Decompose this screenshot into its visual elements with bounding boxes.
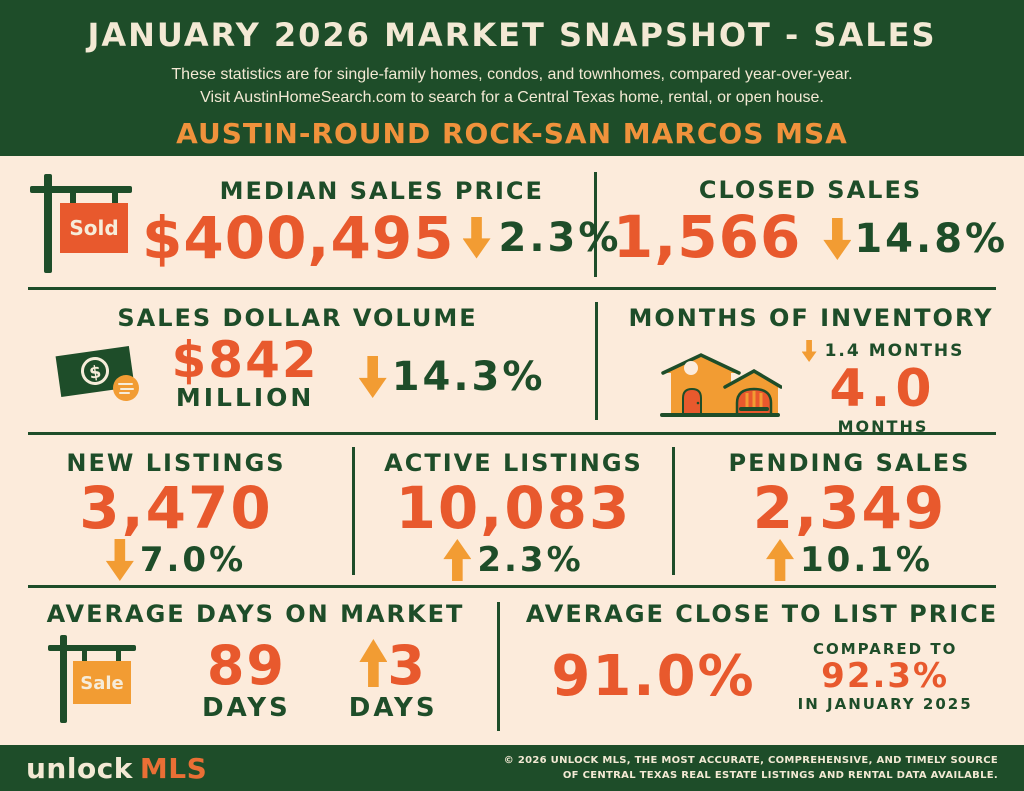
stat-new-listings: NEW LISTINGS 3,470 7.0% xyxy=(0,435,352,585)
comparison-period: IN JANUARY 2025 xyxy=(797,695,973,714)
row-listings: NEW LISTINGS 3,470 7.0% ACTIVE LISTINGS … xyxy=(0,435,1024,585)
comparison-value: 92.3% xyxy=(821,656,950,696)
region-title: AUSTIN-ROUND ROCK-SAN MARCOS MSA xyxy=(176,117,848,151)
subtitle-line-2: Visit AustinHomeSearch.com to search for… xyxy=(200,89,824,107)
row-volume-inventory: SALES DOLLAR VOLUME $ $842 M xyxy=(0,290,1024,436)
average-days-on-market-label: AVERAGE DAYS ON MARKET xyxy=(46,600,465,628)
down-arrow-icon xyxy=(105,539,134,581)
median-sales-price-value: $400,495 xyxy=(142,203,455,272)
down-arrow-icon xyxy=(823,218,852,260)
subtitle: These statistics are for single-family h… xyxy=(0,63,1024,109)
stat-active-listings: ACTIVE LISTINGS 10,083 2.3% xyxy=(355,435,672,585)
months-of-inventory-change: 1.4 xyxy=(824,341,861,361)
stat-pending-sales: PENDING SALES 2,349 10.1% xyxy=(675,435,1024,585)
sales-dollar-volume-value: $842 xyxy=(171,331,319,389)
months-of-inventory-unit: MONTHS xyxy=(837,416,929,436)
page-title: JANUARY 2026 MARKET SNAPSHOT - SALES xyxy=(87,16,937,54)
up-arrow-icon xyxy=(359,639,388,687)
down-arrow-icon xyxy=(801,340,817,362)
pending-sales-label: PENDING SALES xyxy=(728,449,971,477)
closed-sales-value: 1,566 xyxy=(612,203,802,271)
divider xyxy=(594,172,597,277)
average-days-on-market-value-unit: DAYS xyxy=(202,693,291,723)
divider xyxy=(672,447,675,575)
median-sales-price-change: 2.3% xyxy=(498,214,622,261)
subtitle-line-1: These statistics are for single-family h… xyxy=(171,66,853,83)
svg-text:Sold: Sold xyxy=(69,216,118,240)
sale-sign-icon: Sale xyxy=(44,632,144,730)
divider xyxy=(28,585,996,588)
divider xyxy=(28,287,996,290)
down-arrow-icon xyxy=(462,216,491,259)
comparison-label: COMPARED TO xyxy=(812,640,958,658)
new-listings-value: 3,470 xyxy=(79,474,273,542)
closed-sales-label: CLOSED SALES xyxy=(698,176,923,204)
stat-closed-sales: CLOSED SALES 1,566 14.8% xyxy=(597,156,1024,287)
months-of-inventory-label: MONTHS OF INVENTORY xyxy=(628,304,994,332)
copyright: © 2026 UNLOCK MLS, THE MOST ACCURATE, CO… xyxy=(504,753,998,784)
average-days-on-market-value: 89 xyxy=(206,634,286,697)
header: JANUARY 2026 MARKET SNAPSHOT - SALES The… xyxy=(0,0,1024,156)
stat-months-of-inventory: MONTHS OF INVENTORY xyxy=(598,290,1024,436)
money-icon: $ xyxy=(50,339,146,411)
up-arrow-icon xyxy=(766,539,795,581)
stat-average-days-on-market: AVERAGE DAYS ON MARKET Sale 89 DAYS xyxy=(0,588,497,745)
active-listings-value: 10,083 xyxy=(395,474,632,542)
copyright-line-2: OF CENTRAL TEXAS REAL ESTATE LISTINGS AN… xyxy=(562,770,998,781)
stat-sales-dollar-volume: SALES DOLLAR VOLUME $ $842 M xyxy=(0,290,595,432)
average-days-on-market-change-unit: DAYS xyxy=(348,693,438,723)
divider xyxy=(497,602,500,731)
svg-text:Sale: Sale xyxy=(80,673,124,694)
stat-median-sales-price: Sold MEDIAN SALES PRICE $400,495 2.3% xyxy=(0,156,618,287)
sales-dollar-volume-change: 14.3% xyxy=(391,354,546,400)
pending-sales-value: 2,349 xyxy=(752,474,947,542)
average-close-to-list-price-value: 91.0% xyxy=(551,643,756,709)
row-median-closed: Sold MEDIAN SALES PRICE $400,495 2.3% CL… xyxy=(0,156,1024,287)
average-close-to-list-price-label: AVERAGE CLOSE TO LIST PRICE xyxy=(525,600,999,628)
divider xyxy=(595,302,598,420)
row-days-closetolist: AVERAGE DAYS ON MARKET Sale 89 DAYS xyxy=(0,588,1024,745)
new-listings-change: 7.0% xyxy=(139,540,247,580)
divider xyxy=(352,447,355,575)
footer-logo: unlock MLS xyxy=(26,752,207,785)
sales-dollar-volume-label: SALES DOLLAR VOLUME xyxy=(117,304,478,332)
sales-dollar-volume-unit: MILLION xyxy=(175,383,315,412)
copyright-line-1: © 2026 UNLOCK MLS, THE MOST ACCURATE, CO… xyxy=(503,754,998,766)
average-days-on-market-change: 3 xyxy=(387,634,427,697)
sold-sign-icon: Sold xyxy=(26,171,142,279)
stat-average-close-to-list-price: AVERAGE CLOSE TO LIST PRICE 91.0% COMPAR… xyxy=(500,588,1024,745)
months-of-inventory-change-unit: MONTHS xyxy=(868,341,965,361)
svg-text:$: $ xyxy=(88,362,103,383)
new-listings-label: NEW LISTINGS xyxy=(66,449,286,477)
active-listings-change: 2.3% xyxy=(477,540,584,580)
logo-mls-text: MLS xyxy=(139,751,208,785)
footer: unlock MLS © 2026 UNLOCK MLS, THE MOST AC… xyxy=(0,745,1024,791)
up-arrow-icon xyxy=(443,539,472,581)
months-of-inventory-value: 4.0 xyxy=(829,359,937,419)
house-icon xyxy=(658,352,783,424)
active-listings-label: ACTIVE LISTINGS xyxy=(384,449,643,477)
closed-sales-change: 14.8% xyxy=(854,216,1009,262)
median-sales-price-label: MEDIAN SALES PRICE xyxy=(219,176,544,205)
divider xyxy=(28,432,996,435)
logo-unlock-text: unlock xyxy=(26,751,133,785)
down-arrow-icon xyxy=(358,356,387,398)
pending-sales-change: 10.1% xyxy=(800,540,933,580)
